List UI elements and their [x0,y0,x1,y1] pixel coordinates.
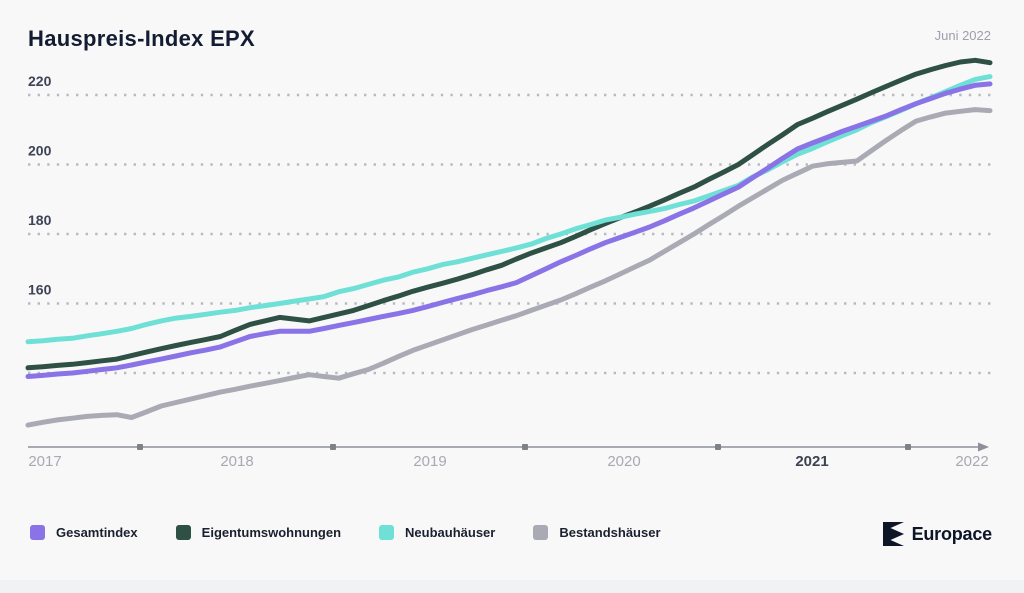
chart-legend: Gesamtindex Eigentumswohnungen Neubauhäu… [30,525,661,540]
series-line-gesamtindex [25,81,993,379]
y-axis-label-180: 180 [28,212,52,228]
footer-strip [0,580,1024,593]
x-axis-arrow-icon [978,442,989,452]
series-line-neubauhäuser [25,74,993,345]
legend-item-neubauhaeuser[interactable]: Neubauhäuser [379,525,495,540]
x-axis-marker-1 [330,444,336,450]
x-axis-label-2018: 2018 [220,453,253,470]
x-axis-label-2020: 2020 [607,453,640,470]
bestandshaeuser-swatch-icon [533,525,549,540]
x-axis-label-2021: 2021 [795,453,828,470]
europace-logo: Europace [882,522,993,546]
eigentumswohnungen-swatch-icon [175,525,191,540]
legend-label: Gesamtindex [56,525,138,540]
legend-label: Bestandshäuser [559,525,661,540]
x-axis-label-2022: 2022 [955,453,988,470]
europace-e-icon [882,522,904,546]
legend-label: Eigentumswohnungen [201,525,342,540]
legend-item-bestandshaeuser[interactable]: Bestandshäuser [533,525,661,540]
x-axis-marker-0 [137,444,143,450]
legend-label: Neubauhäuser [405,525,496,540]
x-axis-label-2017: 2017 [28,453,61,470]
logo-text: Europace [911,523,993,544]
x-axis-label-2019: 2019 [413,453,446,470]
series-line-bestandshäuser [25,107,993,428]
page-title: Hauspreis-Index EPX [28,26,255,51]
x-axis-marker-4 [905,444,911,450]
neubauhaeuser-swatch-icon [379,525,395,540]
chart-canvas: 160 180 200 220 2017 2018 2019 2020 2021 2022 [25,57,996,470]
legend-item-eigentumswohnungen[interactable]: Eigentumswohnungen [175,525,342,540]
x-axis-marker-2 [522,444,528,450]
legend-item-gesamtindex[interactable]: Gesamtindex [30,525,138,540]
x-axis-marker-3 [715,444,721,450]
y-axis-label-160: 160 [28,282,52,298]
gesamtindex-swatch-icon [30,525,45,540]
y-axis-label-200: 200 [28,143,52,159]
series-line-eigentumswohnungen [25,57,993,371]
date-label: Juni 2022 [934,28,991,43]
y-axis-label-220: 220 [28,73,52,89]
